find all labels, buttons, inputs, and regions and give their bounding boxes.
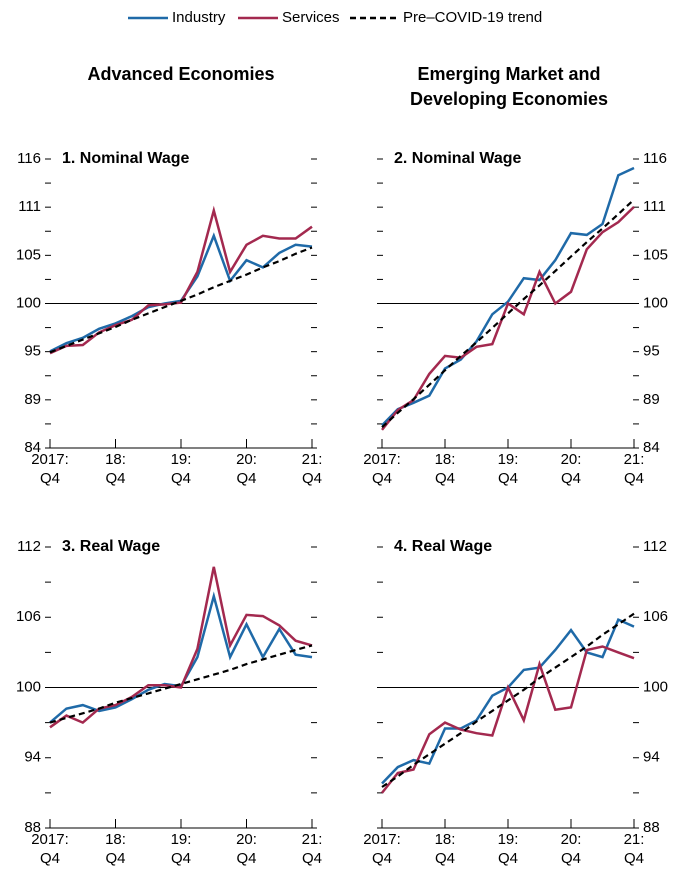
series-line bbox=[49, 566, 313, 729]
x-tick-label: 20: Q4 bbox=[560, 451, 582, 487]
x-tick-label: 21: Q4 bbox=[623, 831, 645, 867]
legend-label: Industry bbox=[172, 9, 226, 26]
panel-title: 1. Nominal Wage bbox=[62, 150, 190, 167]
x-tick-label: 2017: Q4 bbox=[31, 451, 69, 487]
y-tick-label: 84 bbox=[643, 439, 660, 456]
y-tick-label: 111 bbox=[18, 198, 41, 215]
y-tick-label: 94 bbox=[643, 749, 660, 766]
series-line bbox=[49, 232, 313, 353]
y-tick-label: 106 bbox=[643, 608, 668, 625]
x-tick-label: 21: Q4 bbox=[301, 831, 323, 867]
series-line bbox=[381, 206, 635, 431]
legend-label: Services bbox=[282, 9, 340, 26]
x-tick-label: 2017: Q4 bbox=[363, 451, 401, 487]
y-tick-label: 100 bbox=[643, 294, 668, 311]
y-tick-label: 88 bbox=[24, 819, 41, 836]
y-tick-label: 116 bbox=[17, 150, 41, 167]
x-tick-label: 19: Q4 bbox=[497, 451, 519, 487]
series-line bbox=[381, 612, 635, 788]
y-tick-label: 100 bbox=[16, 678, 41, 695]
y-tick-label: 106 bbox=[16, 608, 41, 625]
x-tick-label: 21: Q4 bbox=[301, 451, 323, 487]
series-line bbox=[49, 644, 313, 724]
panel-title: 4. Real Wage bbox=[394, 538, 492, 555]
x-tick-label: 2017: Q4 bbox=[31, 831, 69, 867]
series-line bbox=[49, 591, 313, 724]
y-tick-label: 88 bbox=[643, 819, 660, 836]
x-tick-label: 19: Q4 bbox=[497, 831, 519, 867]
series-line bbox=[381, 645, 635, 794]
x-tick-label: 20: Q4 bbox=[236, 831, 257, 867]
panel-title: 3. Real Wage bbox=[62, 538, 160, 555]
column-title: Developing Economies bbox=[410, 89, 608, 109]
series-line bbox=[381, 198, 635, 429]
column-title: Advanced Economies bbox=[87, 64, 274, 84]
x-tick-label: 18: Q4 bbox=[434, 831, 456, 867]
series-line bbox=[49, 205, 313, 355]
column-title: Emerging Market and bbox=[417, 64, 600, 84]
x-tick-label: 18: Q4 bbox=[105, 831, 126, 867]
y-tick-label: 112 bbox=[17, 538, 41, 555]
y-tick-label: 100 bbox=[643, 678, 668, 695]
y-tick-label: 116 bbox=[643, 150, 667, 167]
panel-title: 2. Nominal Wage bbox=[394, 150, 522, 167]
x-tick-label: 19: Q4 bbox=[170, 451, 192, 487]
y-tick-label: 111 bbox=[643, 198, 666, 215]
y-tick-label: 105 bbox=[643, 246, 668, 263]
y-tick-label: 100 bbox=[16, 294, 41, 311]
x-tick-label: 21: Q4 bbox=[623, 451, 645, 487]
x-tick-label: 18: Q4 bbox=[105, 451, 126, 487]
series-line bbox=[381, 166, 635, 427]
legend-label: Pre–COVID-19 trend bbox=[403, 9, 542, 26]
y-tick-label: 95 bbox=[643, 343, 660, 360]
x-tick-label: 19: Q4 bbox=[170, 831, 192, 867]
y-tick-label: 84 bbox=[24, 439, 41, 456]
y-tick-label: 95 bbox=[24, 343, 41, 360]
y-tick-label: 89 bbox=[24, 391, 41, 408]
series-line bbox=[49, 246, 313, 354]
y-tick-label: 94 bbox=[24, 749, 41, 766]
y-tick-label: 105 bbox=[16, 246, 41, 263]
y-tick-label: 112 bbox=[643, 538, 667, 555]
x-tick-label: 2017: Q4 bbox=[363, 831, 401, 867]
x-tick-label: 20: Q4 bbox=[560, 831, 582, 867]
x-tick-label: 18: Q4 bbox=[434, 451, 456, 487]
y-tick-label: 89 bbox=[643, 391, 660, 408]
x-tick-label: 20: Q4 bbox=[236, 451, 257, 487]
